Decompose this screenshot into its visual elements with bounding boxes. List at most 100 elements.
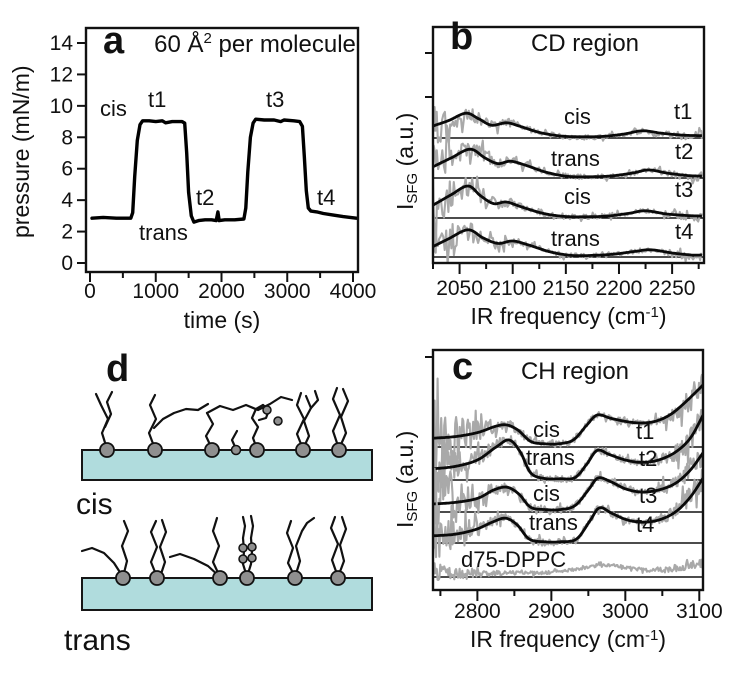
annotation-cis: cis <box>564 184 591 209</box>
lipid-chain <box>149 519 159 579</box>
annotation-cis: cis <box>100 96 127 121</box>
lipid-chain <box>336 515 348 579</box>
panel-d-diagram <box>80 386 373 611</box>
annotation-t1: t1 <box>674 99 693 124</box>
fit-curve-t2 <box>434 147 703 179</box>
tick-label: 10 <box>50 95 73 118</box>
fit-curve-t4 <box>434 228 703 258</box>
panel-a-ylabel: pressure (mN/m) <box>8 65 34 238</box>
tick-label: 2000 <box>198 280 245 303</box>
annotation-trans: trans <box>526 445 575 470</box>
annotation-trans: trans <box>139 220 188 245</box>
chain-bead <box>273 416 283 426</box>
fit-curve-t3 <box>434 184 703 219</box>
tick-label: 2800 <box>454 600 501 623</box>
head-group <box>239 570 255 586</box>
panel-b-ylabel: ISFG (a.u.) <box>392 113 421 210</box>
lipid-chain <box>103 390 114 429</box>
tick-label: 2100 <box>489 277 536 300</box>
diagram-trans-label: trans <box>64 624 131 657</box>
tick-label: 3100 <box>676 600 723 623</box>
lipid-chain <box>211 516 222 579</box>
panel-b-ylabel-pre: I <box>392 203 418 210</box>
small-head-group <box>230 444 242 456</box>
panel-b-xlabel-sup: -1 <box>645 304 659 321</box>
panel-c-xlabel-pre: IR frequency (cm <box>469 626 646 652</box>
panel-a-curve-area <box>90 117 357 224</box>
substrate-trans <box>81 577 373 611</box>
annotation-t2: t2 <box>675 139 694 164</box>
surface-cis <box>81 386 373 481</box>
annotation-cis: cis <box>533 481 560 506</box>
panel-b-title: CD region <box>530 30 640 57</box>
annotation-cis: cis <box>564 104 591 129</box>
lipid-chain <box>250 403 265 451</box>
tick-label: 14 <box>50 32 74 55</box>
chain-bead <box>262 405 272 415</box>
tick-label: 3000 <box>264 280 311 303</box>
tick-label: 8 <box>61 126 73 149</box>
lipid-chain <box>337 387 350 451</box>
noisy-trace-d75-DPPC <box>434 558 702 581</box>
annotation-t1: t1 <box>636 419 655 444</box>
panel-c-xlabel-post: ) <box>658 626 667 652</box>
head-group <box>249 442 265 458</box>
lipid-chain <box>331 386 342 451</box>
tick-label: 0 <box>61 252 73 275</box>
tick-label: 4 <box>61 189 73 212</box>
fit-curve-t4 <box>434 477 702 544</box>
tick-label: 2 <box>61 221 73 244</box>
fit-curve-t1 <box>434 384 702 446</box>
panel-d-letter: d <box>106 348 130 390</box>
annotation-t4: t4 <box>675 219 694 244</box>
annotation-t4: t4 <box>317 185 336 210</box>
annotation-cis: cis <box>533 417 560 442</box>
panel-c-trace-area <box>434 373 702 581</box>
lipid-chain <box>285 519 297 579</box>
pressure-curve <box>90 117 357 224</box>
head-group <box>149 570 165 586</box>
annotation-t3: t3 <box>266 87 285 112</box>
lipid-chain <box>120 519 130 579</box>
panel-b-plot: 2050 2100 2150 2200 2250 <box>425 25 706 300</box>
head-group <box>212 570 228 586</box>
chain-bead <box>238 543 248 553</box>
tick-label: 2200 <box>596 277 643 300</box>
panel-b-frame <box>431 25 706 265</box>
lipid-chain <box>205 395 294 415</box>
panel-c-ylabel: ISFG (a.u.) <box>392 431 421 528</box>
lipid-chain <box>309 389 320 410</box>
lipid-chain <box>293 516 316 579</box>
tick-label: 2050 <box>436 277 483 300</box>
panel-a-title-sup: 2 <box>203 30 212 47</box>
annotation-trans: trans <box>529 510 578 535</box>
annotation-t3: t3 <box>639 483 658 508</box>
panel-c-letter: c <box>452 346 474 388</box>
annotation-t2: t2 <box>196 185 215 210</box>
head-group <box>295 442 311 458</box>
annotation-t2: t2 <box>639 446 658 471</box>
chain-bead <box>247 542 257 552</box>
annotation-d75-dppc: d75-DPPC <box>461 547 567 572</box>
panel-b-xlabel-post: ) <box>658 303 667 329</box>
panel-c-ylabel-post: (a.u.) <box>392 430 418 491</box>
panel-b-xlabel: IR frequency (cm-1) <box>433 304 704 328</box>
substrate-cis <box>81 449 373 481</box>
chain-bead <box>238 554 248 564</box>
lipid-chain <box>80 546 125 579</box>
lipid-chain <box>301 394 313 451</box>
head-group <box>115 570 131 586</box>
tick-label: 4000 <box>330 280 377 303</box>
tick-label: 6 <box>61 158 73 181</box>
head-group <box>330 570 346 586</box>
panel-a-title: 60 Å2 per molecule <box>150 31 360 57</box>
panel-c-frame <box>431 348 705 592</box>
lipid-chain <box>147 393 158 451</box>
panel-c-xlabel: IR frequency (cm-1) <box>433 627 703 651</box>
panel-c-ylabel-pre: I <box>392 521 418 528</box>
lipid-chain <box>204 411 215 451</box>
panel-b-letter: b <box>450 16 474 58</box>
panel-b-trace-area <box>434 106 703 262</box>
